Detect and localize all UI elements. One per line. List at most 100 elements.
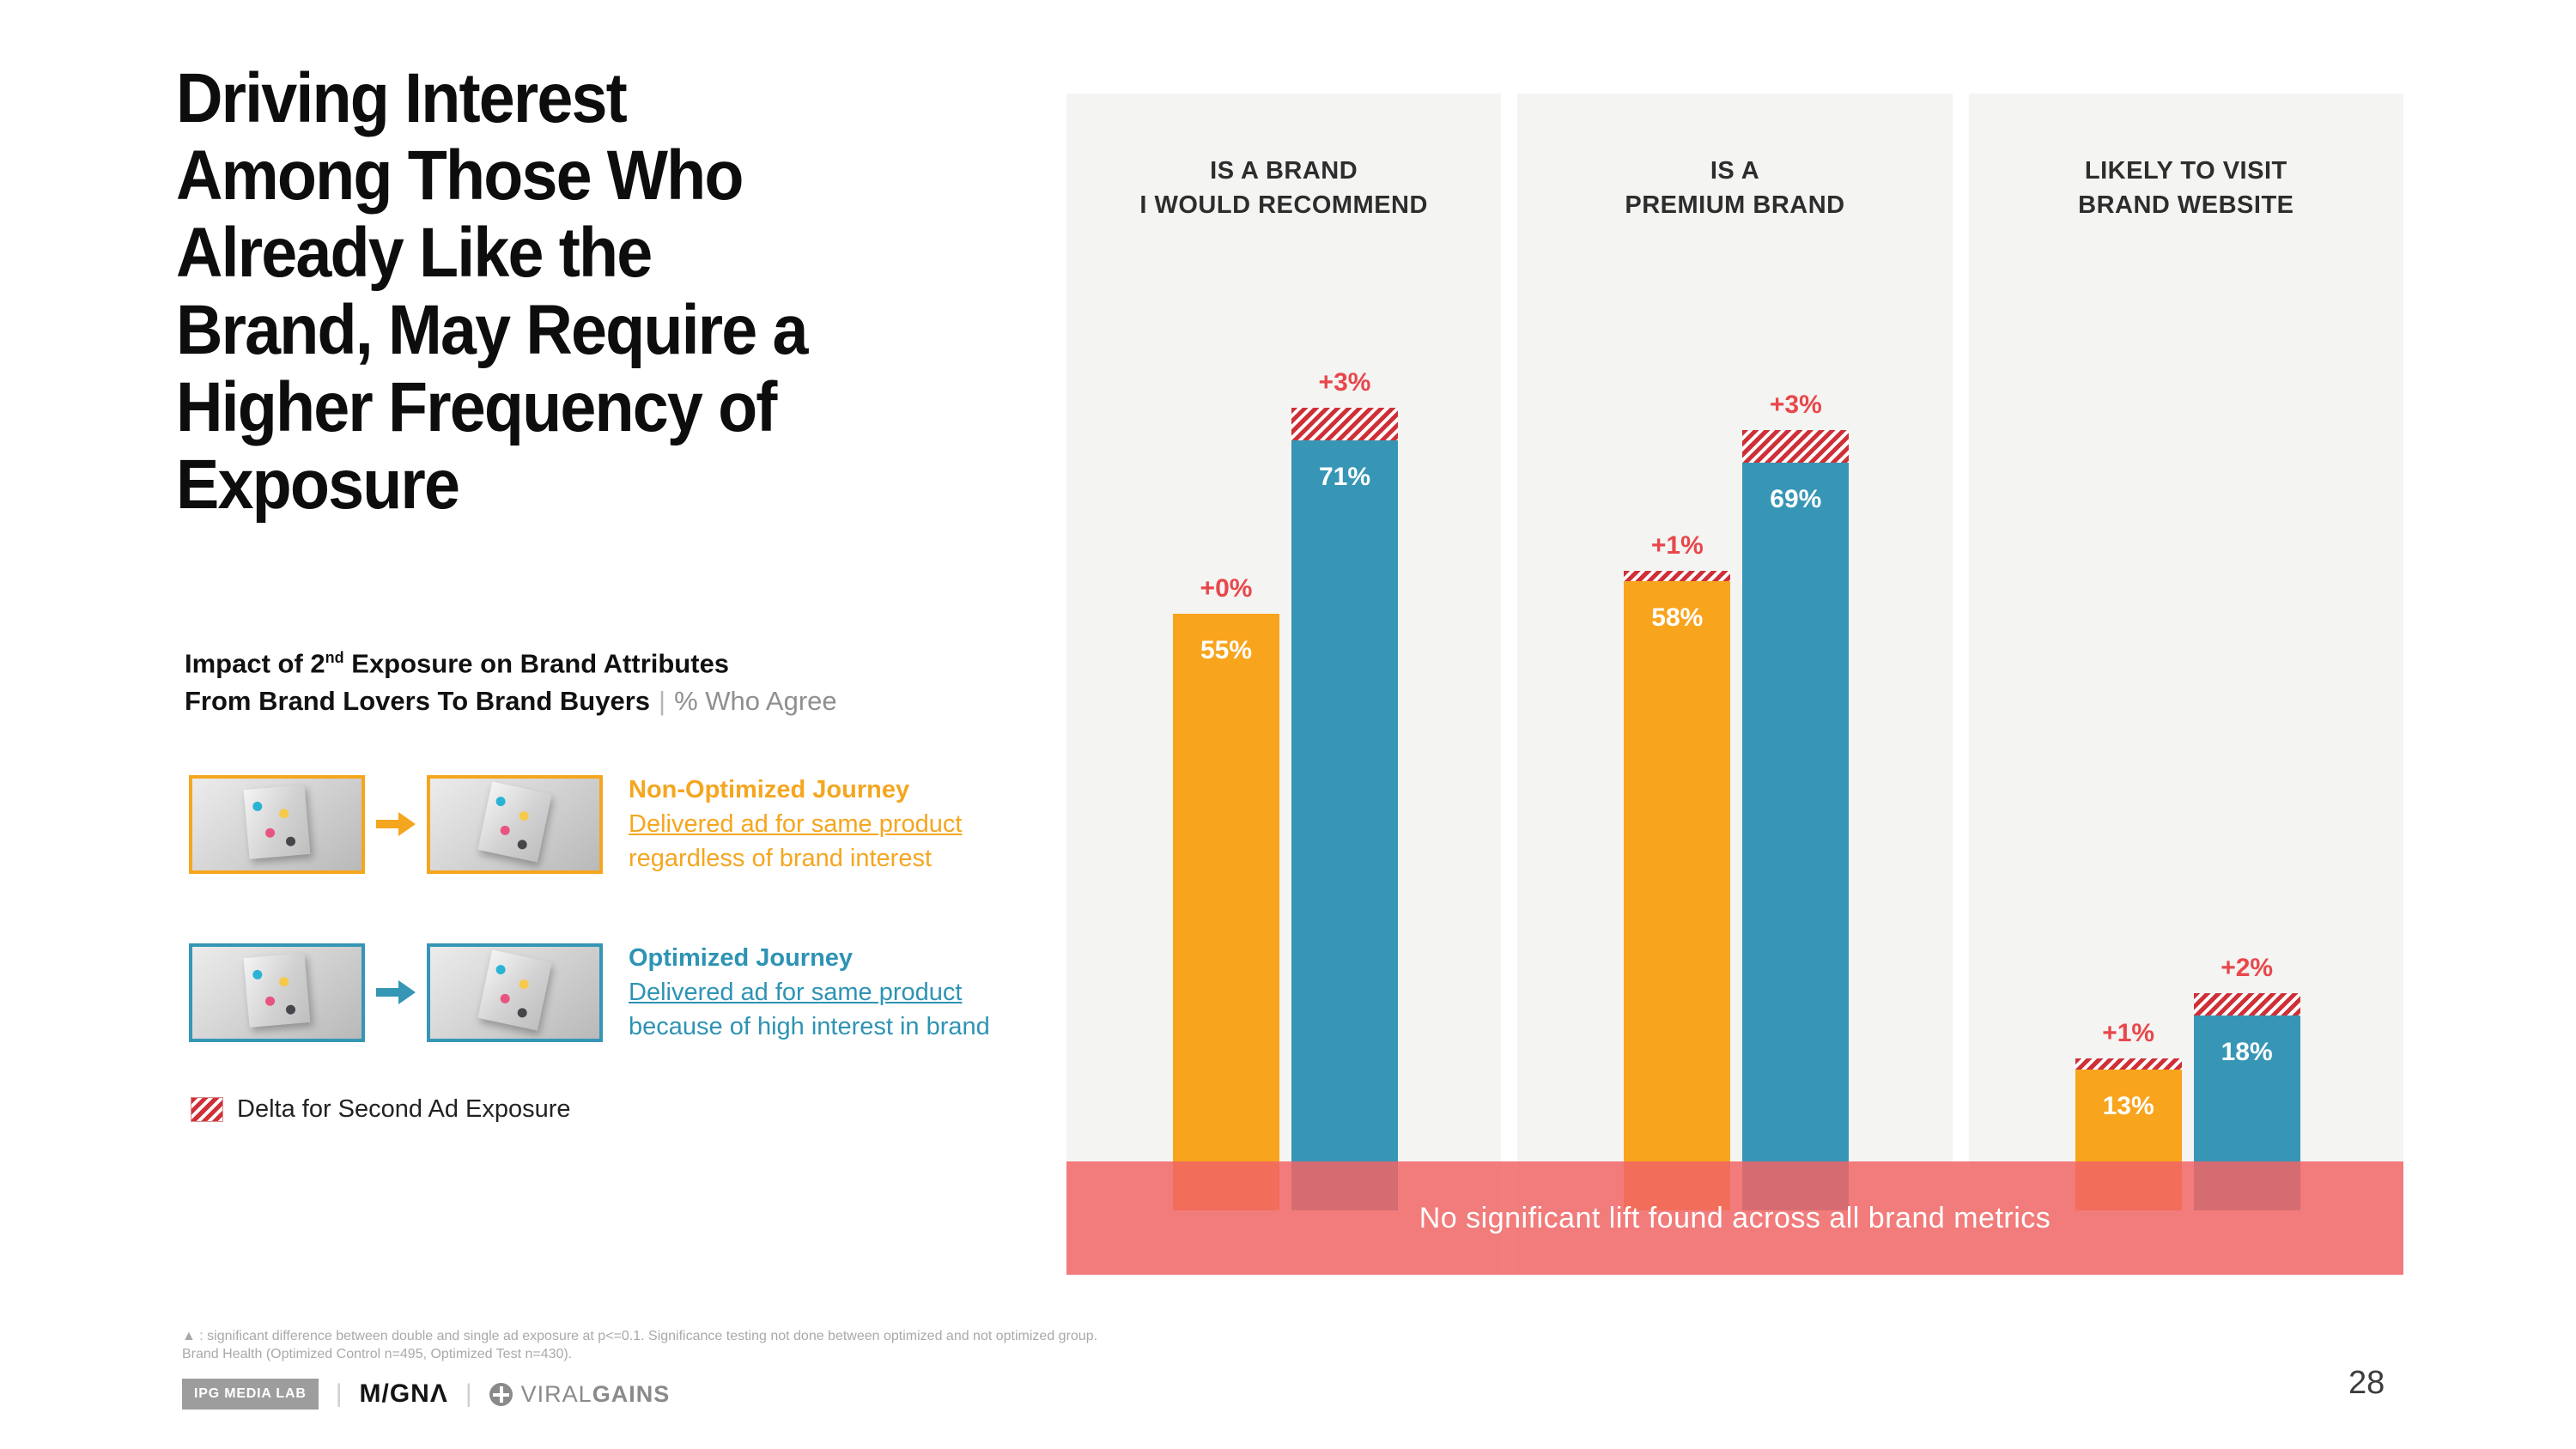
title-line: Driving Interest [176, 59, 628, 137]
bar-non-optimized: +0% 55% [1173, 574, 1279, 1210]
bar-value-label: 55% [1200, 636, 1253, 665]
delta-hatch [2075, 1058, 2182, 1070]
arrow-icon [365, 980, 427, 1004]
legend-description: because of high interest in brand [629, 1013, 990, 1040]
delta-value-label: +3% [1769, 390, 1822, 419]
delta-value-label: +2% [2221, 954, 2274, 983]
viralgains-logo: VIRALGAINS [489, 1381, 671, 1408]
panel-header: LIKELY TO VISIT BRAND WEBSITE [2078, 157, 2294, 219]
delta-swatch-icon [191, 1097, 223, 1122]
legend-title: Non-Optimized Journey [629, 776, 910, 803]
delta-value-label: +1% [1650, 530, 1704, 560]
subtitle-text: Exposure on Brand Attributes [343, 648, 730, 679]
delta-hatch [1742, 429, 1850, 463]
decorative-dot [285, 1003, 296, 1015]
delta-hatch [2193, 993, 2300, 1016]
product-bag-image [477, 949, 552, 1031]
ad-thumbnail [427, 774, 603, 874]
bar-fill: 71% [1291, 440, 1398, 1210]
chart-subtitle: Impact of 2nd Exposure on Brand Attribut… [185, 639, 1043, 720]
footnote-line: Brand Health (Optimized Control n=495, O… [182, 1347, 573, 1361]
magna-logo: M/GNΛ [359, 1379, 448, 1408]
bar-value-label: 71% [1318, 463, 1371, 492]
decorative-dot [518, 979, 530, 991]
footer-logos: IPG MEDIA LAB | M/GNΛ | VIRALGAINS [182, 1379, 670, 1410]
bar-fill: 55% [1173, 614, 1279, 1210]
slide-title: Driving Interest Among Those Who Already… [176, 60, 840, 524]
legend-description: Delivered ad for same product [629, 810, 963, 838]
decorative-dot [499, 825, 512, 837]
footer-divider: | [465, 1379, 472, 1408]
delta-hatch [1624, 570, 1731, 582]
bar-value-label: 58% [1651, 603, 1704, 633]
decorative-dot [264, 828, 276, 839]
decorative-dot [278, 976, 289, 987]
subtitle-line-1: Impact of 2nd Exposure on Brand Attribut… [185, 639, 1043, 682]
decorative-dot [495, 795, 507, 807]
decorative-dot [252, 969, 263, 980]
delta-value-label: +3% [1318, 368, 1371, 397]
subtitle-line-2: From Brand Lovers To Brand Buyers | % Who … [185, 682, 1043, 720]
bar-value-label: 69% [1770, 484, 1822, 513]
decorative-dot [499, 993, 512, 1005]
bar-optimized: +3% 69% [1742, 391, 1850, 1210]
chart-panel-visit-website: LIKELY TO VISIT BRAND WEBSITE +1% 13% +2… [1968, 94, 2403, 1275]
ad-thumbnail [427, 943, 603, 1042]
banner-text: No significant lift found across all bra… [1419, 1201, 2051, 1234]
panel-header: IS A BRAND I WOULD RECOMMEND [1139, 157, 1428, 219]
decorative-dot [516, 839, 528, 851]
bar-value-label: 18% [2221, 1037, 2273, 1066]
delta-legend: Delta for Second Ad Exposure [191, 1095, 571, 1124]
delta-value-label: +1% [2102, 1019, 2155, 1048]
subtitle-text: From Brand Lovers To Brand Buyers [185, 686, 651, 717]
bar-fill: 69% [1742, 462, 1850, 1210]
subtitle-sup: nd [325, 649, 344, 666]
decorative-dot [252, 801, 263, 812]
legend-title: Optimized Journey [629, 944, 854, 972]
panel-header: IS A PREMIUM BRAND [1625, 157, 1845, 219]
decorative-dot [495, 963, 507, 975]
legend-non-optimized-text: Non-Optimized Journey Delivered ad for s… [629, 773, 962, 876]
footnote-line: ▲ : significant difference between doubl… [182, 1329, 1098, 1343]
ad-thumbnail [189, 943, 365, 1042]
arrow-icon [365, 812, 427, 836]
title-line: Higher Frequency of [176, 368, 777, 446]
legend-non-optimized: Non-Optimized Journey Delivered ad for s… [189, 773, 962, 876]
product-bag-image [243, 953, 311, 1028]
product-bag-image [243, 785, 311, 860]
footer-divider: | [335, 1379, 343, 1408]
bar-chart: IS A BRAND I WOULD RECOMMEND +0% 55% +3%… [1066, 94, 2403, 1275]
decorative-dot [516, 1007, 528, 1019]
page-number: 28 [2348, 1365, 2385, 1401]
legend-optimized-text: Optimized Journey Delivered ad for same … [629, 941, 990, 1044]
title-line: Exposure [176, 446, 460, 524]
viralgains-text: GAINS [592, 1380, 671, 1407]
bar-optimized: +3% 71% [1291, 368, 1398, 1210]
decorative-dot [285, 835, 296, 846]
delta-value-label: +0% [1200, 574, 1253, 603]
title-line: Already Like the [176, 214, 653, 292]
footnote: ▲ : significant difference between doubl… [182, 1327, 1212, 1363]
bar-value-label: 13% [2102, 1091, 2154, 1120]
legend-description: Delivered ad for same product [629, 979, 963, 1006]
chart-panel-recommend: IS A BRAND I WOULD RECOMMEND +0% 55% +3%… [1066, 94, 1502, 1275]
ipg-media-lab-logo: IPG MEDIA LAB [182, 1379, 319, 1410]
bar-non-optimized: +1% 58% [1624, 531, 1731, 1210]
viralgains-icon [489, 1382, 513, 1406]
bar-fill: 58% [1624, 581, 1731, 1210]
decorative-dot [518, 810, 530, 822]
delta-hatch [1291, 408, 1398, 441]
decorative-dot [278, 808, 289, 819]
subtitle-text: Impact of 2 [185, 648, 325, 679]
subtitle-divider: | [659, 686, 666, 717]
delta-legend-label: Delta for Second Ad Exposure [237, 1095, 571, 1123]
decorative-dot [264, 996, 276, 1007]
ad-thumbnail [189, 774, 365, 874]
no-lift-banner: No significant lift found across all bra… [1066, 1161, 2403, 1275]
title-line: Among Those Who [176, 136, 744, 215]
subtitle-measure: % Who Agree [674, 686, 837, 717]
title-line: Brand, May Require a [176, 291, 808, 369]
chart-panel-premium: IS A PREMIUM BRAND +1% 58% +3% 69% [1517, 94, 1953, 1275]
legend-optimized: Optimized Journey Delivered ad for same … [189, 941, 990, 1044]
